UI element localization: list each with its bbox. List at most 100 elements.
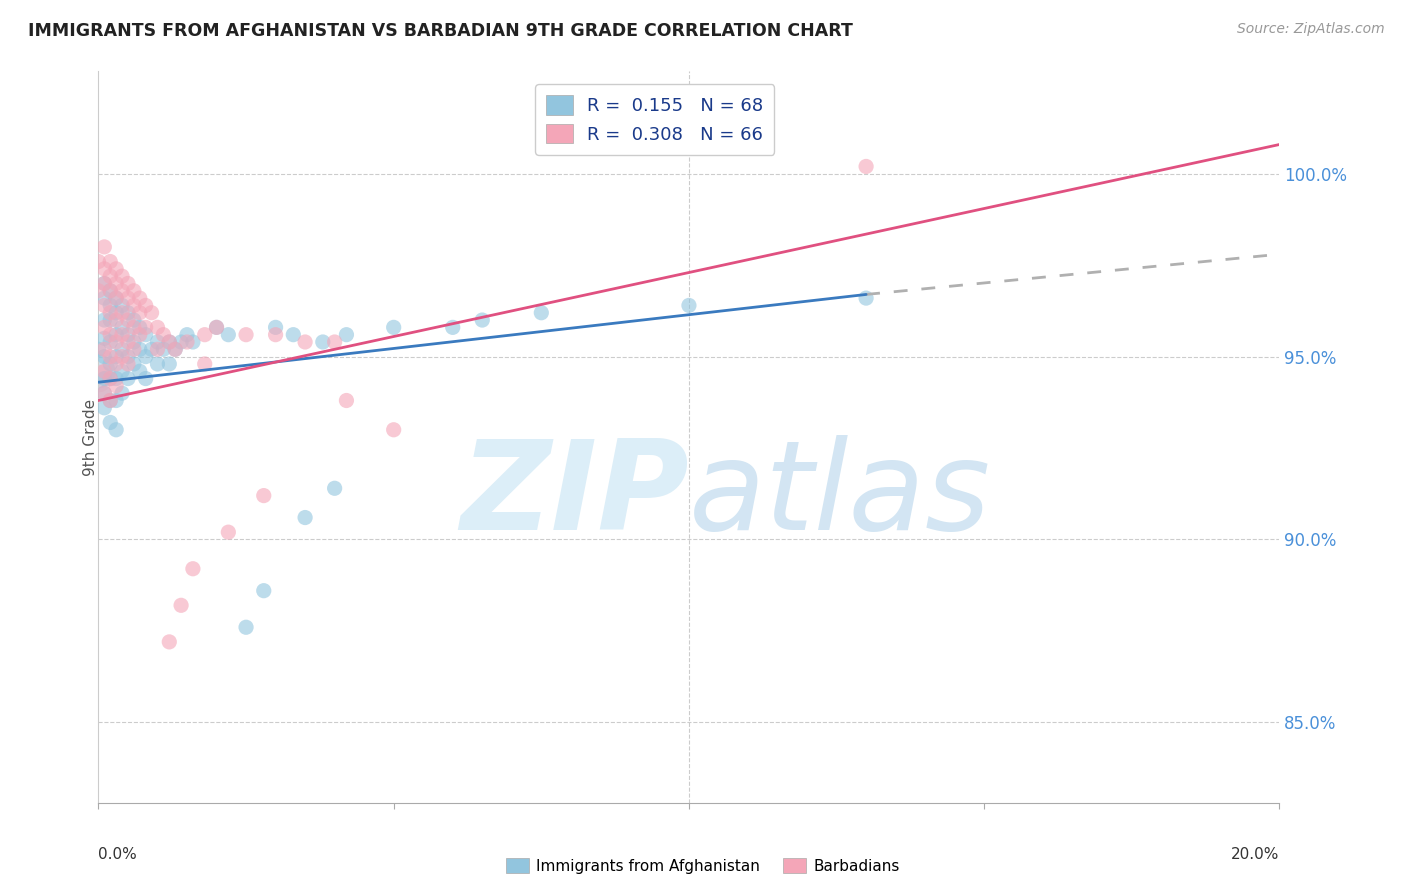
Point xyxy=(253,489,276,503)
Point xyxy=(93,343,115,357)
Point xyxy=(105,277,128,291)
Point xyxy=(264,327,287,342)
Point xyxy=(128,320,150,334)
Text: IMMIGRANTS FROM AFGHANISTAN VS BARBADIAN 9TH GRADE CORRELATION CHART: IMMIGRANTS FROM AFGHANISTAN VS BARBADIAN… xyxy=(28,22,853,40)
Point xyxy=(128,291,150,305)
Point xyxy=(105,334,128,349)
Point xyxy=(93,261,115,276)
Point xyxy=(93,320,115,334)
Point xyxy=(93,331,115,345)
Point xyxy=(105,350,128,364)
Point xyxy=(294,334,316,349)
Point xyxy=(176,334,198,349)
Point xyxy=(87,364,110,378)
Point xyxy=(135,327,157,342)
Point xyxy=(530,306,553,320)
Point xyxy=(117,357,139,371)
Point xyxy=(117,277,139,291)
Point xyxy=(111,386,134,401)
Point xyxy=(135,320,157,334)
Point xyxy=(471,313,494,327)
Point xyxy=(157,334,180,349)
Point xyxy=(117,371,139,385)
Point xyxy=(128,343,150,357)
Point xyxy=(98,313,121,327)
Point xyxy=(117,350,139,364)
Point xyxy=(117,313,139,327)
Point xyxy=(176,327,198,342)
Point xyxy=(98,371,121,385)
Point xyxy=(87,254,110,268)
Point xyxy=(93,386,115,401)
Point xyxy=(146,343,169,357)
Point xyxy=(98,393,121,408)
Point xyxy=(93,298,115,312)
Point xyxy=(141,306,163,320)
Point xyxy=(181,562,204,576)
Point xyxy=(146,320,169,334)
Point xyxy=(93,277,115,291)
Point xyxy=(122,357,145,371)
Point xyxy=(105,327,128,342)
Point xyxy=(165,343,187,357)
Point xyxy=(93,401,115,415)
Point xyxy=(93,240,115,254)
Point xyxy=(335,393,357,408)
Point xyxy=(235,327,257,342)
Point xyxy=(87,371,110,385)
Point xyxy=(105,306,128,320)
Point xyxy=(105,261,128,276)
Point xyxy=(152,343,174,357)
Point xyxy=(93,350,115,364)
Point xyxy=(165,343,187,357)
Point xyxy=(98,334,121,349)
Y-axis label: 9th Grade: 9th Grade xyxy=(83,399,97,475)
Point xyxy=(93,371,115,385)
Point xyxy=(117,291,139,305)
Point xyxy=(98,269,121,284)
Point xyxy=(117,334,139,349)
Point xyxy=(105,393,128,408)
Legend: Immigrants from Afghanistan, Barbadians: Immigrants from Afghanistan, Barbadians xyxy=(499,852,907,880)
Point xyxy=(312,334,335,349)
Point xyxy=(128,306,150,320)
Point xyxy=(93,313,115,327)
Point xyxy=(135,371,157,385)
Point xyxy=(135,298,157,312)
Text: 0.0%: 0.0% xyxy=(98,847,138,862)
Point xyxy=(122,284,145,298)
Point xyxy=(98,306,121,320)
Point xyxy=(98,357,121,371)
Point xyxy=(253,583,276,598)
Point xyxy=(111,284,134,298)
Point xyxy=(264,320,287,334)
Point xyxy=(98,284,121,298)
Point xyxy=(111,269,134,284)
Point xyxy=(111,306,134,320)
Point xyxy=(217,327,239,342)
Point xyxy=(170,599,193,613)
Text: ZIP: ZIP xyxy=(460,435,689,556)
Point xyxy=(855,291,877,305)
Point xyxy=(122,320,145,334)
Point xyxy=(111,320,134,334)
Point xyxy=(98,254,121,268)
Point xyxy=(128,327,150,342)
Point xyxy=(335,327,357,342)
Point xyxy=(105,371,128,385)
Point xyxy=(98,298,121,312)
Point xyxy=(117,306,139,320)
Point xyxy=(205,320,228,334)
Point xyxy=(146,357,169,371)
Text: 20.0%: 20.0% xyxy=(1232,847,1279,862)
Point xyxy=(87,343,110,357)
Point xyxy=(194,357,217,371)
Point xyxy=(122,343,145,357)
Point xyxy=(194,327,217,342)
Legend: R =  0.155   N = 68, R =  0.308   N = 66: R = 0.155 N = 68, R = 0.308 N = 66 xyxy=(536,84,775,154)
Point xyxy=(382,423,405,437)
Point xyxy=(105,379,128,393)
Point xyxy=(98,327,121,342)
Point xyxy=(122,313,145,327)
Point xyxy=(157,334,180,349)
